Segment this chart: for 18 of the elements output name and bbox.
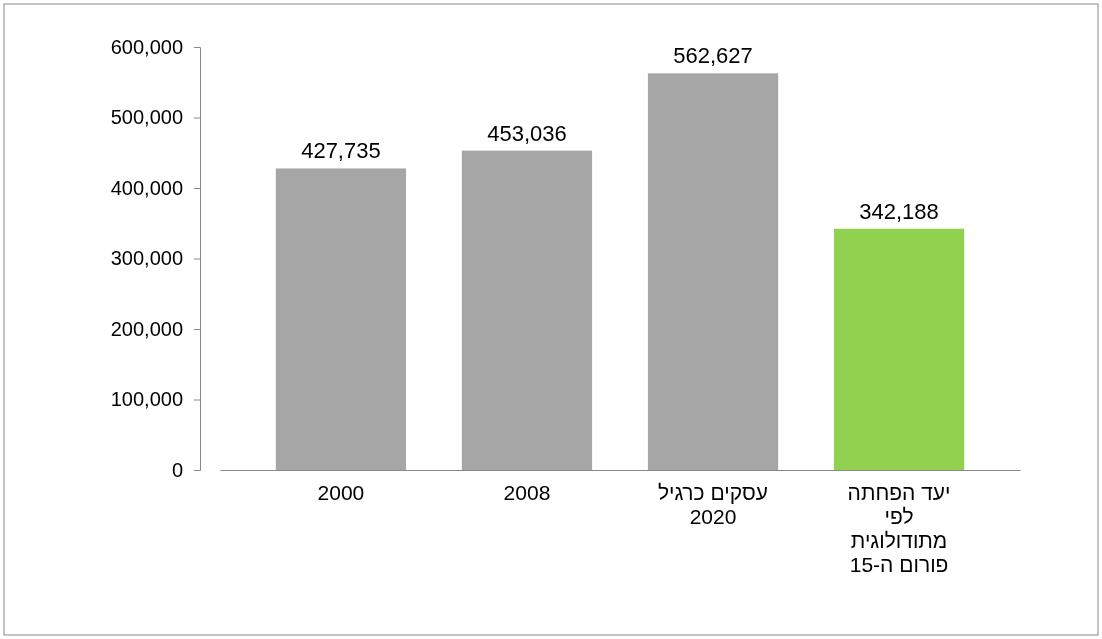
data-label: 427,735 [301,138,381,164]
y-tick-label: 0 [171,458,183,481]
x-tick-label: 2008 [503,481,551,504]
data-label: 453,036 [487,120,567,146]
x-tick-label: 2000 [317,481,365,504]
y-tick-label: 200,000 [110,317,183,340]
x-tick-label: יעד הפחתה לפי מתודולוגית פורום ה-15 [847,481,951,577]
y-tick-label: 500,000 [110,106,183,129]
bar [833,228,965,470]
y-tick-label: 100,000 [110,388,183,411]
bar [647,73,779,470]
data-label: 342,188 [859,198,939,224]
data-label: 562,627 [673,43,753,69]
y-tick-label: 600,000 [110,35,183,58]
y-tick-label: 300,000 [110,247,183,270]
bar [275,168,407,470]
y-tick-label: 400,000 [110,176,183,199]
bar [461,150,593,470]
